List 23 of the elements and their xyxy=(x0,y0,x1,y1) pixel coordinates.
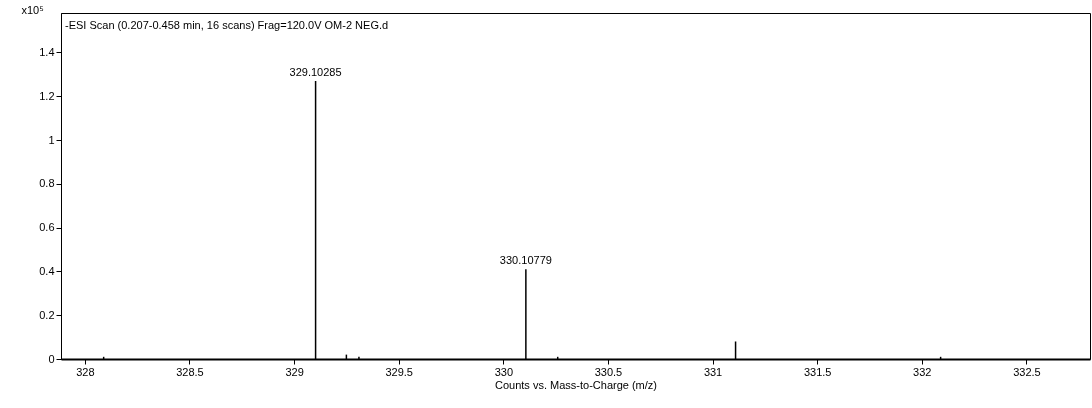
y-tick-label: 1.4 xyxy=(39,45,55,58)
y-axis-title: x10⁵ xyxy=(21,3,44,16)
x-tick-label: 331 xyxy=(703,365,723,378)
x-tick-label: 330 xyxy=(494,365,513,378)
x-tick-label: 330.5 xyxy=(594,365,623,378)
x-tick-label: 328 xyxy=(76,365,95,378)
x-tick-label: 331.5 xyxy=(803,365,832,378)
y-tick-label: 0.8 xyxy=(39,177,55,190)
y-tick-label: 0 xyxy=(48,352,55,365)
x-tick-label: 332.5 xyxy=(1013,365,1041,378)
y-tick-label: 0.2 xyxy=(39,308,55,321)
y-tick-label: 1.2 xyxy=(39,89,55,102)
y-tick-label: 0.4 xyxy=(39,264,55,277)
y-tick-label: 0.6 xyxy=(39,221,55,234)
x-tick-label: 328.5 xyxy=(176,365,204,378)
annotation: 329.10285 xyxy=(289,65,342,78)
x-axis-title: Counts vs. Mass-to-Charge (m/z) xyxy=(495,378,657,391)
x-tick-label: 332 xyxy=(913,365,932,378)
x-tick-label: 329 xyxy=(285,365,304,378)
x-tick-label: 329.5 xyxy=(385,365,413,378)
y-tick-label: 1 xyxy=(48,133,55,146)
text: -ESI Scan (0.207-0.458 min, 16 scans) Frag=120.0V OM-2 NEG.d xyxy=(65,19,389,31)
annotation: 330.10779 xyxy=(499,254,552,267)
